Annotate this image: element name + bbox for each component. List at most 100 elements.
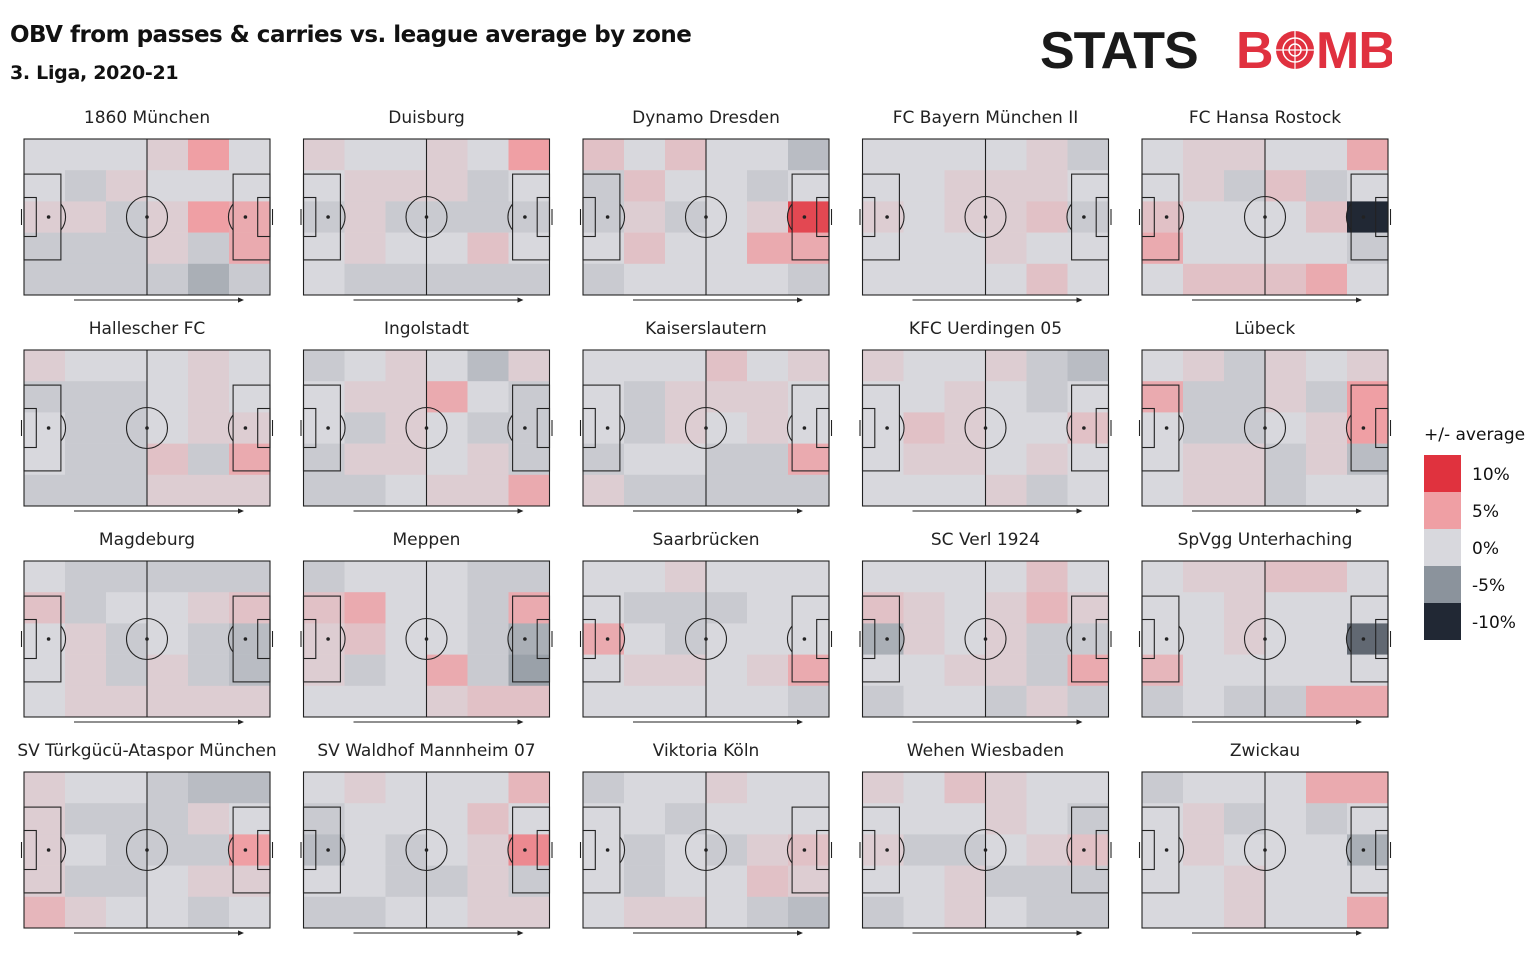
zone-cell	[508, 896, 550, 929]
six-yard-box-right	[536, 196, 551, 238]
zone-cell	[65, 263, 107, 296]
zone-cell	[862, 865, 904, 898]
zone-cell	[1347, 803, 1389, 835]
zone-cell	[624, 201, 666, 233]
zone-cell	[385, 561, 427, 593]
zone-cell	[788, 772, 830, 804]
zone-cell	[985, 170, 1027, 202]
zone-cell	[747, 772, 789, 804]
zone-cell	[862, 412, 904, 444]
zone-cell	[944, 443, 986, 476]
zone-cell	[944, 803, 986, 835]
center-spot	[983, 426, 988, 430]
zone-cell	[583, 834, 625, 866]
six-yard-box-left	[582, 407, 596, 449]
zone-cell	[747, 232, 789, 265]
zone-cell	[24, 201, 66, 233]
direction-arrow-head	[238, 930, 244, 936]
zone-cell	[147, 865, 189, 898]
zone-cell	[65, 412, 107, 444]
zone-cell	[788, 834, 830, 866]
penalty-spot-right	[802, 637, 807, 641]
zone-cell	[788, 623, 830, 655]
team-name: KFC Uerdingen 05	[909, 319, 1062, 339]
zone-cell	[229, 350, 271, 382]
zone-cell	[344, 201, 386, 233]
legend-label-5: 5%	[1472, 502, 1499, 522]
logo-text-stats: STATS	[1040, 22, 1198, 78]
zone-cell	[1347, 263, 1389, 296]
zone-cell	[147, 592, 189, 624]
zone-cell	[583, 474, 625, 507]
zone-cell	[583, 263, 625, 296]
zone-cell	[1026, 561, 1068, 593]
zone-cell	[1026, 685, 1068, 718]
zone-cell	[747, 654, 789, 687]
zone-cell	[467, 443, 509, 476]
zone-cell	[1067, 443, 1109, 476]
zone-cell	[665, 350, 707, 382]
zone-cell	[1306, 654, 1348, 687]
zone-cell	[1306, 592, 1348, 624]
zone-cell	[1067, 592, 1109, 624]
zone-cell	[747, 561, 789, 593]
zone-cell	[1026, 443, 1068, 476]
zone-cell	[1142, 170, 1184, 202]
zone-cell	[788, 170, 830, 202]
zone-cell	[147, 263, 189, 296]
zone-cell	[1347, 443, 1389, 476]
zone-cell	[467, 896, 509, 929]
penalty-arc-right	[1345, 203, 1352, 231]
zone-cell	[467, 170, 509, 202]
six-yard-box-right	[1375, 407, 1389, 449]
zone-cell	[426, 474, 468, 507]
zone-cell	[1142, 381, 1184, 413]
chart-subtitle: 3. Liga, 2020-21	[10, 62, 179, 84]
zone-cell	[303, 865, 345, 898]
penalty-arc-left	[898, 836, 905, 864]
zone-cell	[665, 685, 707, 718]
penalty-spot-left	[605, 426, 610, 430]
zone-cell	[862, 623, 904, 655]
zone-cell	[788, 592, 830, 624]
zone-cell	[788, 350, 830, 382]
zone-cell	[624, 623, 666, 655]
penalty-arc-left	[339, 625, 346, 653]
zone-cell	[788, 474, 830, 507]
zone-cell	[583, 443, 625, 476]
zone-cell	[985, 803, 1027, 835]
zone-cell	[903, 263, 945, 296]
zone-cell	[944, 561, 986, 593]
zone-cell	[903, 623, 945, 655]
zone-cell	[862, 170, 904, 202]
penalty-arc-left	[619, 836, 626, 864]
zone-cell	[747, 474, 789, 507]
zone-cell	[1026, 474, 1068, 507]
zone-cell	[467, 263, 509, 296]
direction-arrow-head	[1076, 508, 1083, 514]
direction-arrow-head	[517, 930, 524, 936]
zone-cell	[1224, 381, 1266, 413]
zone-cell	[508, 685, 550, 718]
zone-cell	[706, 685, 748, 718]
zone-cell	[706, 865, 748, 898]
zone-cell	[188, 263, 230, 296]
zone-cell	[229, 834, 271, 866]
six-yard-box-left	[1141, 196, 1155, 238]
zone-cell	[788, 443, 830, 476]
center-spot	[1263, 848, 1267, 852]
penalty-spot-left	[46, 848, 51, 852]
zone-cell	[229, 561, 271, 593]
zone-cell	[24, 834, 66, 866]
zone-cell	[24, 443, 66, 476]
zone-cell	[147, 350, 189, 382]
zone-cell	[508, 623, 550, 655]
penalty-arc-left	[60, 414, 67, 442]
zone-cell	[147, 561, 189, 593]
zone-cell	[862, 654, 904, 687]
direction-arrow-head	[1356, 508, 1362, 514]
penalty-arc-left	[60, 203, 67, 231]
center-spot	[424, 637, 429, 641]
six-yard-box-right	[1095, 196, 1110, 238]
six-yard-box-left	[302, 829, 317, 871]
